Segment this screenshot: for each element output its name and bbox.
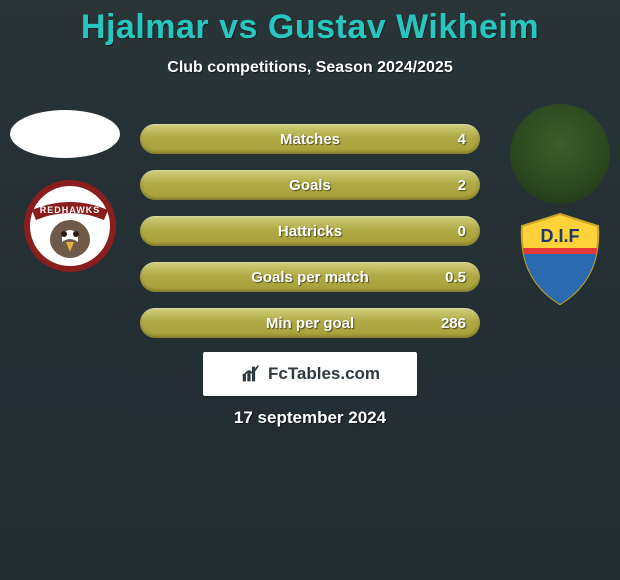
stats-bars: Matches 4 Goals 2 Hattricks 0 Goals per … [140, 124, 480, 354]
stat-label: Goals per match [140, 262, 480, 292]
svg-text:D.I.F: D.I.F [541, 226, 580, 246]
stat-right-value: 0.5 [445, 262, 466, 292]
dif-crest-icon: D.I.F [510, 208, 610, 308]
stat-right-value: 0 [458, 216, 466, 246]
stat-right-value: 4 [458, 124, 466, 154]
stat-row-goals-per-match: Goals per match 0.5 [140, 262, 480, 292]
player1-club-crest: REDHAWKS [20, 176, 120, 276]
player2-name: Gustav Wikheim [268, 8, 539, 46]
date-footer: 17 september 2024 [0, 408, 620, 428]
stat-row-hattricks: Hattricks 0 [140, 216, 480, 246]
stat-label: Matches [140, 124, 480, 154]
bar-chart-icon [240, 363, 262, 385]
vs-separator: vs [219, 8, 258, 46]
stat-label: Min per goal [140, 308, 480, 338]
page-title: Hjalmar vs Gustav Wikheim [0, 0, 620, 47]
stat-row-goals: Goals 2 [140, 170, 480, 200]
player2-avatar [510, 104, 610, 204]
stat-row-matches: Matches 4 [140, 124, 480, 154]
brand-watermark: FcTables.com [203, 352, 417, 396]
stat-right-value: 2 [458, 170, 466, 200]
stat-row-min-per-goal: Min per goal 286 [140, 308, 480, 338]
subtitle: Club competitions, Season 2024/2025 [0, 59, 620, 77]
player1-name: Hjalmar [81, 8, 209, 46]
stat-label: Goals [140, 170, 480, 200]
player2-club-crest: D.I.F [510, 208, 610, 308]
brand-text: FcTables.com [268, 364, 380, 384]
redhawks-crest-icon: REDHAWKS [20, 176, 120, 276]
svg-text:REDHAWKS: REDHAWKS [40, 205, 101, 215]
player1-avatar [10, 110, 120, 158]
stat-right-value: 286 [441, 308, 466, 338]
stat-label: Hattricks [140, 216, 480, 246]
